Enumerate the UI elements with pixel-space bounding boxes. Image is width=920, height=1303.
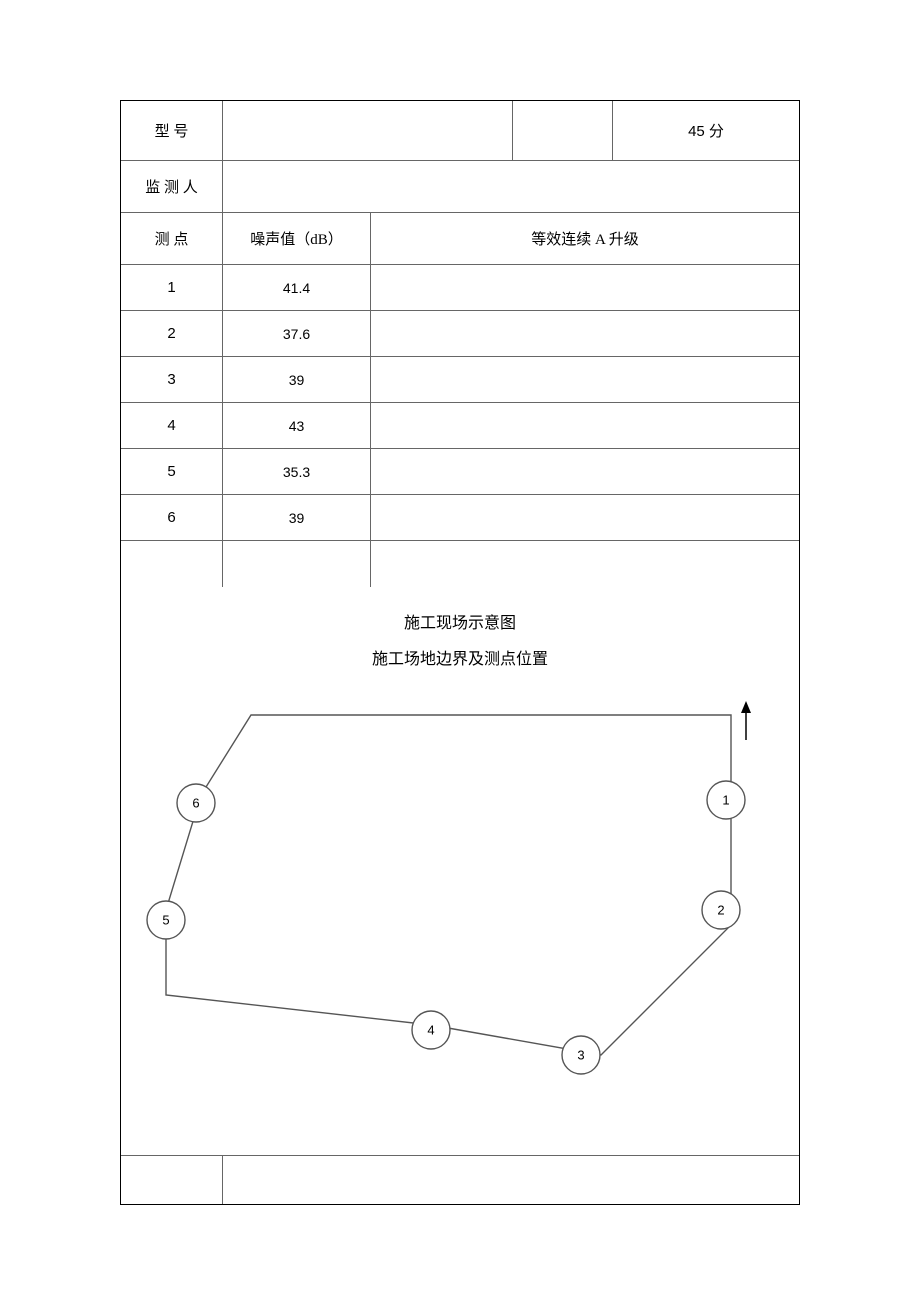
label-model: 型 号	[121, 101, 223, 160]
measure-node-label: 4	[427, 1023, 434, 1038]
measure-node-label: 5	[162, 913, 169, 928]
footer-left-cell	[121, 1156, 223, 1204]
measure-node-label: 1	[722, 793, 729, 808]
cell-alevel	[371, 311, 799, 356]
header-alevel: 等效连续 A 升级	[371, 213, 799, 264]
row-model: 型 号 45 分	[121, 101, 799, 161]
measure-node-label: 2	[717, 903, 724, 918]
table-row	[121, 541, 799, 587]
row-inspector: 监 测 人	[121, 161, 799, 213]
cell-point: 2	[121, 311, 223, 356]
cell-alevel	[371, 265, 799, 310]
diagram-row: 1 2 3 4 5 6	[121, 685, 799, 1156]
north-arrow-head	[741, 701, 751, 713]
table-row: 141.4	[121, 265, 799, 311]
cell-noise-value: 41.4	[223, 265, 371, 310]
value-inspector	[223, 161, 799, 212]
site-diagram: 1 2 3 4 5 6	[121, 685, 799, 1155]
header-point: 测 点	[121, 213, 223, 264]
site-boundary	[166, 715, 731, 1055]
table-row: 237.6	[121, 311, 799, 357]
cell-point: 6	[121, 495, 223, 540]
cell-noise-value: 37.6	[223, 311, 371, 356]
cell-point: 1	[121, 265, 223, 310]
cell-alevel	[371, 357, 799, 402]
table-row: 443	[121, 403, 799, 449]
cell-alevel	[371, 449, 799, 494]
measure-node-label: 6	[192, 796, 199, 811]
measure-node-label: 3	[577, 1048, 584, 1063]
cell-alevel	[371, 541, 799, 587]
label-inspector: 监 测 人	[121, 161, 223, 212]
cell-point	[121, 541, 223, 587]
measurement-rows: 141.4237.6339443535.3639	[121, 265, 799, 587]
cell-noise-value	[223, 541, 371, 587]
table-row: 639	[121, 495, 799, 541]
diagram-title-2: 施工场地边界及测点位置	[372, 645, 548, 669]
diagram-title-block: 施工现场示意图 施工场地边界及测点位置	[121, 587, 799, 685]
value-score: 45 分	[613, 101, 799, 160]
form-table: 型 号 45 分 监 测 人 测 点 噪声值（dB） 等效连续 A 升级 141…	[120, 100, 800, 1205]
cell-noise-value: 39	[223, 495, 371, 540]
footer-right-cell	[223, 1156, 799, 1204]
cell-alevel	[371, 495, 799, 540]
cell-point: 5	[121, 449, 223, 494]
footer-row	[121, 1156, 799, 1204]
table-row: 339	[121, 357, 799, 403]
value-model	[223, 101, 513, 160]
cell-alevel	[371, 403, 799, 448]
cell-point: 4	[121, 403, 223, 448]
row-column-headers: 测 点 噪声值（dB） 等效连续 A 升级	[121, 213, 799, 265]
cell-noise-value: 35.3	[223, 449, 371, 494]
header-noise: 噪声值（dB）	[223, 213, 371, 264]
diagram-title-1: 施工现场示意图	[404, 609, 516, 633]
cell-noise-value: 39	[223, 357, 371, 402]
site-svg	[121, 685, 801, 1155]
value-blank	[513, 101, 613, 160]
cell-noise-value: 43	[223, 403, 371, 448]
cell-point: 3	[121, 357, 223, 402]
table-row: 535.3	[121, 449, 799, 495]
